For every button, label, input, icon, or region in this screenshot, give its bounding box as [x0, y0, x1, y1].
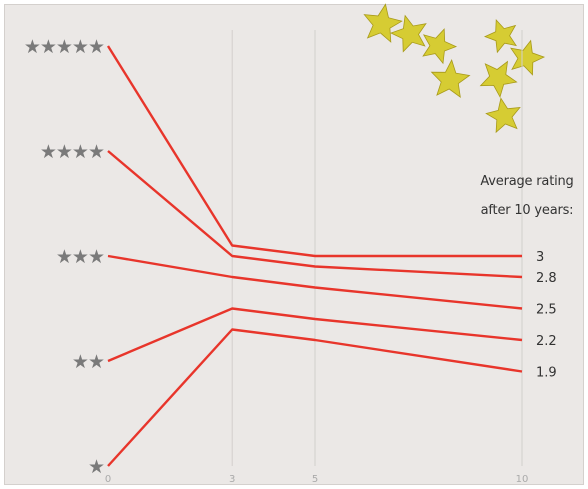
- chart-grid: [231, 30, 523, 466]
- decorative-star-icon: [485, 97, 521, 134]
- decorative-star-icon: [430, 59, 471, 98]
- series-line-5: [107, 328, 523, 467]
- end-value-label: 3: [536, 250, 544, 265]
- decorative-star-icon: [422, 28, 458, 65]
- legend-title-line-1: Average rating: [480, 174, 574, 189]
- y-axis-labels: ★★★★★★★★★★★★★★★: [24, 36, 105, 478]
- decorative-star-icon: [510, 39, 546, 76]
- y-tick-label: ★★: [72, 351, 104, 373]
- series-line-3: [107, 254, 523, 310]
- chart-series: [106, 45, 523, 467]
- series-line-1: [106, 45, 522, 258]
- end-value-label: 2.5: [536, 303, 557, 318]
- y-tick-label: ★★★: [56, 246, 104, 268]
- x-tick-label: 3: [229, 474, 235, 485]
- decorative-star-icon: [479, 60, 518, 98]
- decorative-stars: [363, 3, 546, 134]
- end-value-labels: 3 2.8 2.5 2.2 1.9: [536, 250, 557, 381]
- x-tick-label: 0: [105, 474, 111, 485]
- x-axis-labels: 0 3 5 10: [105, 474, 529, 485]
- series-line-4: [107, 307, 523, 363]
- x-tick-label: 5: [312, 474, 318, 485]
- y-tick-label: ★★★★★: [24, 36, 104, 58]
- y-tick-label: ★: [88, 456, 104, 478]
- decorative-star-icon: [363, 3, 403, 43]
- legend-title-line-2: after 10 years:: [480, 203, 574, 218]
- end-value-label: 2.2: [536, 334, 557, 349]
- decorative-star-icon: [389, 14, 427, 53]
- end-value-label: 2.8: [536, 271, 557, 286]
- y-tick-label: ★★★★: [40, 141, 104, 163]
- end-value-label: 1.9: [536, 366, 557, 381]
- series-line-2: [107, 150, 523, 279]
- x-tick-label: 10: [516, 474, 529, 485]
- decorative-star-icon: [483, 19, 517, 54]
